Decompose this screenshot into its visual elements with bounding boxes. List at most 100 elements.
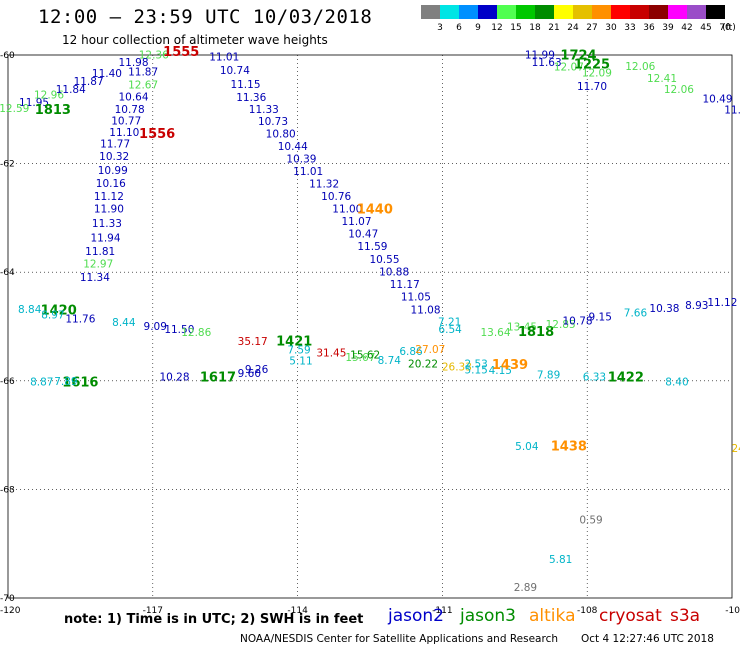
wave-height-label: 11.90 (94, 204, 124, 216)
pass-time-label: 1225 (574, 58, 610, 73)
legend-swatch (478, 5, 497, 19)
wave-height-label: 6.86 (399, 346, 423, 358)
wave-height-label: 10.80 (266, 129, 296, 141)
wave-height-label: 11.01 (209, 52, 239, 64)
wave-height-label: 8.97 (41, 310, 64, 322)
wave-height-label: 15.62 (350, 350, 380, 362)
legend-label: 27 (586, 23, 598, 33)
legend-swatch (668, 5, 687, 19)
legend-label: 70 (719, 23, 731, 33)
wave-height-label: 8.87 (30, 376, 53, 388)
wave-height-label: 31.45 (316, 348, 346, 360)
wave-height-label: 11.05 (401, 292, 431, 304)
wave-height-label: 27.07 (415, 344, 445, 356)
wave-height-label: 11.33 (249, 104, 279, 116)
wave-height-label: 5.11 (289, 356, 312, 368)
wave-height-label: 10.44 (278, 141, 308, 153)
lat-label: -68 (0, 485, 15, 495)
legend-unit: (ft) (722, 23, 736, 33)
wave-height-label: 10.28 (159, 371, 189, 383)
wave-height-label: 11.34 (80, 272, 110, 284)
wave-height-label: 12.36 (139, 49, 169, 61)
wave-height-label: 5.04 (515, 441, 539, 453)
wave-height-label: 12.85 (546, 319, 576, 331)
pass-time-label: 1422 (608, 370, 644, 385)
wave-height-label: 11.32 (309, 179, 339, 191)
wave-height-label: 12.06 (625, 61, 655, 73)
wave-height-label: 12.06 (664, 84, 694, 96)
wave-height-label: 10.76 (321, 191, 351, 203)
legend-label: 18 (529, 23, 541, 33)
wave-height-label: 2.89 (514, 582, 537, 594)
wave-height-label: 15.67 (345, 352, 375, 364)
wave-height-label: 10.74 (220, 65, 250, 77)
wave-height-label: 11.94 (90, 232, 120, 244)
wave-height-label: 11.87 (74, 76, 104, 88)
pass-time-label: 1616 (62, 375, 98, 390)
wave-height-label: 2.53 (464, 358, 487, 370)
satellite-key-altika: altika (529, 606, 576, 626)
wave-height-label: 10.78 (115, 104, 145, 116)
legend-label: 21 (548, 23, 560, 33)
pass-time-label: 1617 (200, 370, 236, 385)
legend-swatch (459, 5, 478, 19)
wave-height-label: 11.59 (357, 241, 387, 253)
lon-label: -111 (432, 606, 452, 616)
wave-height-label: 11.12 (94, 191, 124, 203)
legend-label: 42 (681, 23, 693, 33)
wave-height-label: 8.44 (112, 317, 136, 329)
wave-height-label: 11.99 (525, 49, 555, 61)
wave-height-label: 7.21 (438, 317, 461, 329)
legend-label: 12 (491, 23, 503, 33)
legend-swatch (706, 5, 725, 19)
wave-height-label: 10.38 (649, 303, 679, 315)
legend-swatch (687, 5, 706, 19)
wave-height-label: 13.45 (507, 322, 537, 334)
pass-time-label: 1724 (560, 48, 596, 63)
lat-label: -66 (0, 377, 15, 387)
legend-swatch (440, 5, 459, 19)
legend-label: 30 (605, 23, 617, 33)
wave-height-label: 11.50 (164, 324, 194, 336)
legend-label: 9 (475, 23, 481, 33)
wave-height-label: 9.26 (245, 364, 269, 376)
legend-swatch (630, 5, 649, 19)
legend-label: 45 (700, 23, 712, 33)
lat-label: -62 (0, 160, 15, 170)
pass-time-label: 1440 (357, 203, 393, 218)
wave-height-label: 11.70 (577, 81, 607, 93)
wave-height-label: 26.33 (442, 362, 472, 374)
map-title: 12:00 – 23:59 UTC 10/03/2018 (38, 6, 373, 28)
wave-height-label: 10.16 (96, 178, 126, 190)
wave-height-label: 10.32 (99, 151, 129, 163)
legend-swatch (516, 5, 535, 19)
legend-label: 15 (510, 23, 522, 33)
map-frame (7, 54, 733, 599)
wave-height-label: 10.55 (369, 254, 399, 266)
legend-label: 39 (662, 23, 674, 33)
legend-swatch (611, 5, 630, 19)
satellite-key-jason2: jason2 (388, 606, 444, 626)
wave-height-label: 8.84 (18, 304, 42, 316)
wave-height-label: 10.88 (379, 267, 409, 279)
wave-height-label: 11.08 (410, 305, 440, 317)
wave-height-label: 35.17 (238, 336, 268, 348)
wave-height-label: 8.93 (685, 300, 708, 312)
legend-swatch (554, 5, 573, 19)
wave-height-label: 8.40 (665, 376, 688, 388)
wave-height-label: 12.07 (554, 61, 584, 73)
wave-height-label: 11.07 (341, 216, 371, 228)
wave-height-label: 9.60 (238, 368, 261, 380)
wave-height-label: 0.59 (579, 514, 602, 526)
wave-height-label: 11.77 (100, 139, 130, 151)
wave-height-label: 11.64 (724, 104, 740, 116)
wave-height-label: 12.86 (181, 327, 211, 339)
wave-height-label: 24.35 (731, 443, 740, 455)
pass-time-label: 1420 (41, 304, 77, 319)
legend-label: 3 (437, 23, 443, 33)
legend-label: 24 (567, 23, 579, 33)
lat-label: -70 (0, 594, 15, 604)
wave-height-label: 11.63 (532, 57, 562, 69)
legend-label: 6 (456, 23, 462, 33)
lat-label: -64 (0, 268, 15, 278)
